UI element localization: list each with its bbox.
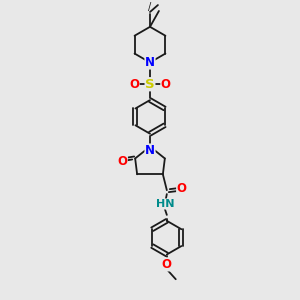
Text: /: / [148, 2, 152, 12]
Text: N: N [145, 144, 155, 157]
Text: O: O [177, 182, 187, 195]
Text: HN: HN [156, 199, 174, 209]
Text: S: S [145, 78, 155, 91]
Text: O: O [117, 155, 127, 168]
Text: O: O [162, 258, 172, 271]
Text: O: O [161, 78, 171, 91]
Text: N: N [145, 56, 155, 69]
Text: O: O [129, 78, 139, 91]
